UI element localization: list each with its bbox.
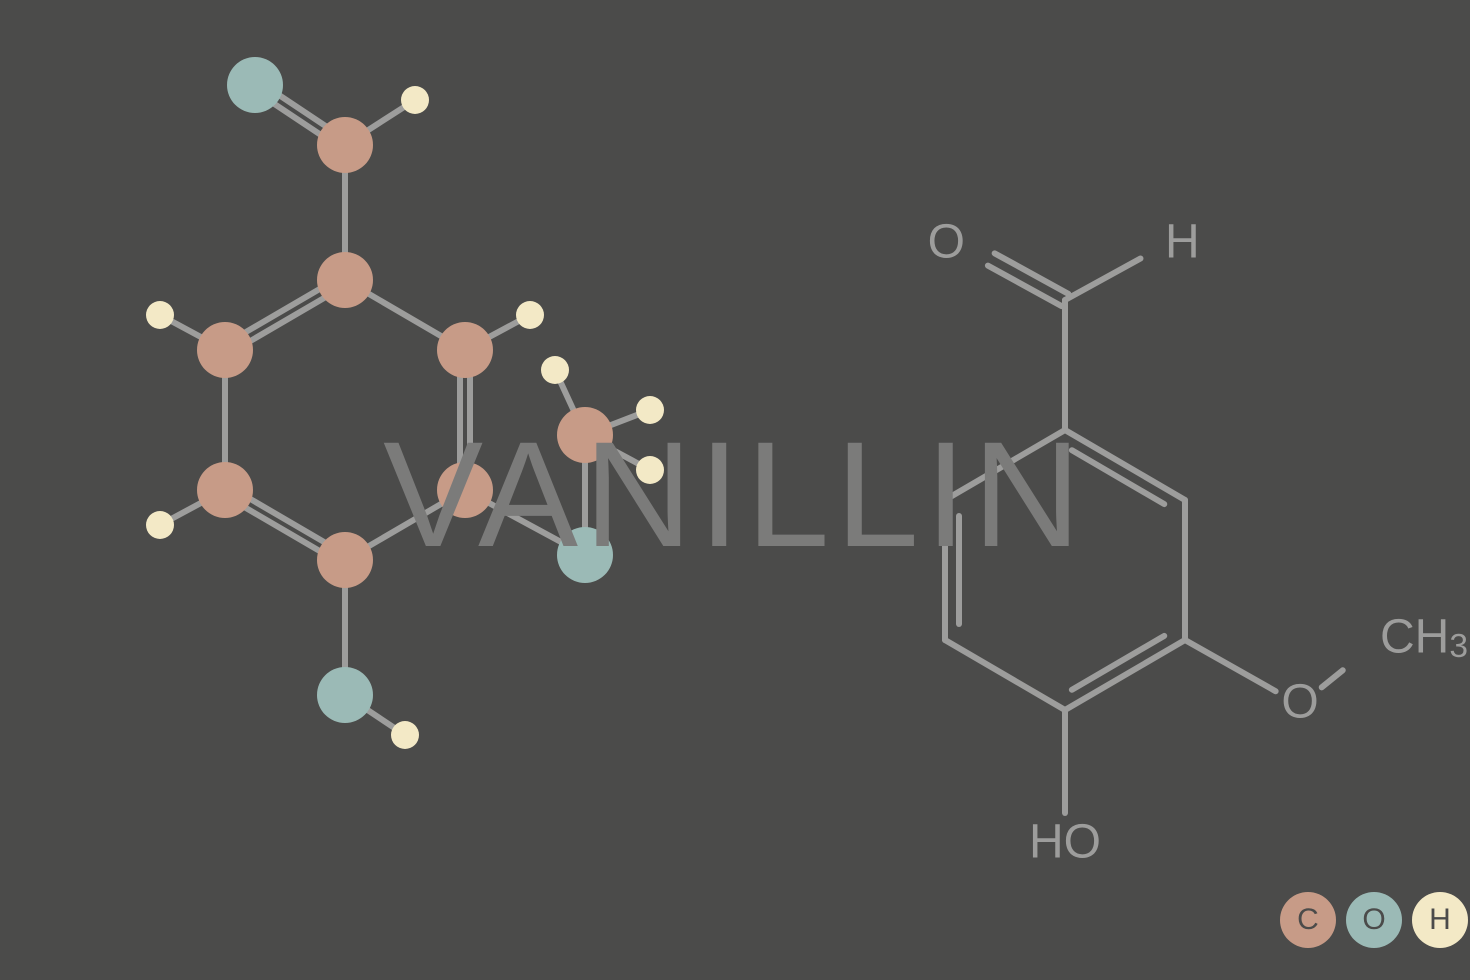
o-atom <box>317 667 373 723</box>
compound-title: VANILLIN <box>383 408 1087 581</box>
legend-swatch-o: O <box>1346 892 1402 948</box>
h-atom <box>391 721 419 749</box>
atom-label: HO <box>1029 816 1101 869</box>
c-atom <box>437 322 493 378</box>
c-atom <box>197 322 253 378</box>
h-atom <box>401 86 429 114</box>
atom-label: O <box>1281 676 1318 729</box>
legend-swatch-h: H <box>1412 892 1468 948</box>
c-atom <box>317 252 373 308</box>
atom-label: H <box>1165 216 1200 269</box>
c-atom <box>317 532 373 588</box>
legend-swatch-c: C <box>1280 892 1336 948</box>
h-atom <box>146 511 174 539</box>
h-atom <box>146 301 174 329</box>
h-atom <box>541 356 569 384</box>
c-atom <box>197 462 253 518</box>
atom-legend: COH <box>1280 892 1468 948</box>
o-atom <box>227 57 283 113</box>
atom-label: O <box>928 216 965 269</box>
h-atom <box>516 301 544 329</box>
c-atom <box>317 117 373 173</box>
